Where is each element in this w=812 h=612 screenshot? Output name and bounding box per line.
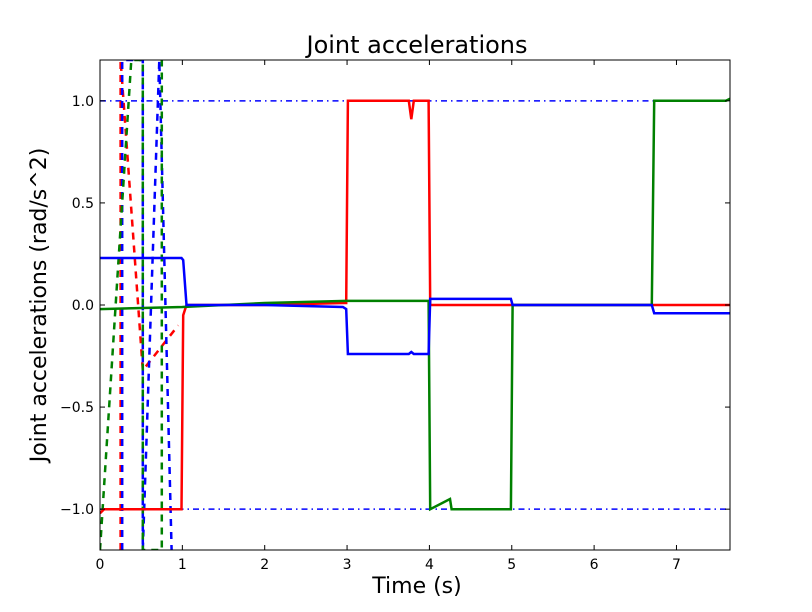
x-tick-label: 0 bbox=[96, 557, 105, 573]
y-tick-label: −1.0 bbox=[60, 502, 94, 518]
y-axis-ticks: −1.0 −0.5 0.0 0.5 1.0 bbox=[60, 94, 730, 518]
y-tick-label: 1.0 bbox=[72, 94, 94, 110]
series-dashed-green-line bbox=[100, 60, 164, 550]
x-tick-label: 4 bbox=[425, 557, 434, 573]
y-axis-label: Joint accelerations (rad/s^2) bbox=[27, 148, 52, 465]
plot-area: 0 1 2 3 4 5 6 7 −1.0 −0.5 0.0 0.5 1.0 bbox=[60, 59, 731, 573]
y-tick-label: 0.0 bbox=[72, 298, 94, 314]
y-tick-label: −0.5 bbox=[60, 400, 94, 416]
series-layer bbox=[100, 60, 730, 550]
x-tick-label: 5 bbox=[507, 557, 516, 573]
x-tick-label: 2 bbox=[260, 557, 269, 573]
chart-title: Joint accelerations bbox=[304, 31, 527, 59]
x-tick-label: 3 bbox=[343, 557, 352, 573]
x-tick-label: 1 bbox=[178, 557, 187, 573]
series-solid-blue-line bbox=[100, 256, 730, 356]
x-tick-label: 7 bbox=[672, 557, 681, 573]
x-axis-label: Time (s) bbox=[371, 574, 461, 599]
x-axis-ticks: 0 1 2 3 4 5 6 7 bbox=[96, 60, 681, 573]
x-tick-label: 6 bbox=[590, 557, 599, 573]
series-solid-green-line bbox=[100, 97, 730, 512]
series-solid-red-line bbox=[100, 99, 730, 515]
y-tick-label: 0.5 bbox=[72, 196, 94, 212]
